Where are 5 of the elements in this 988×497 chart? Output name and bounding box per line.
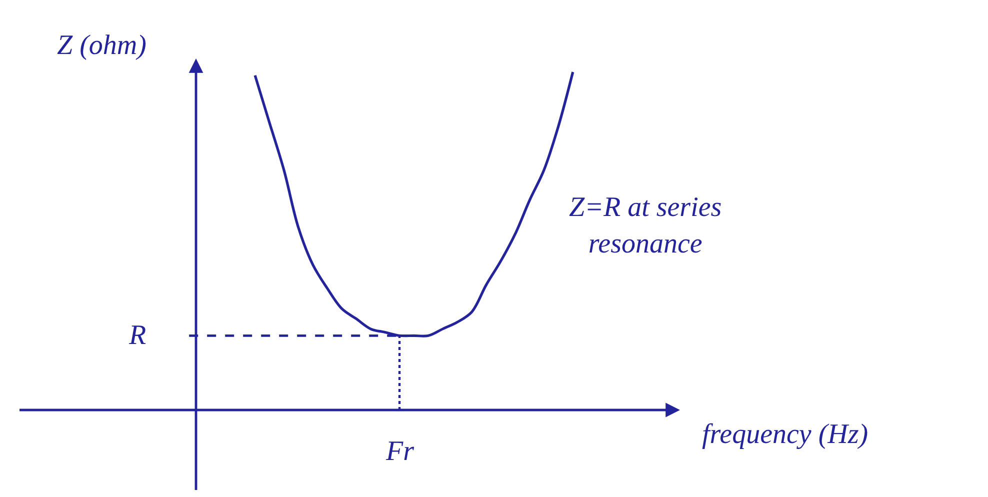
ref-line-label: R (128, 320, 146, 351)
annotation: Z=R at series resonance (569, 192, 722, 260)
annotation: Fr (385, 436, 414, 467)
x-axis-title: frequency (Hz) (702, 419, 868, 450)
y-axis-title: Z (ohm) (57, 30, 146, 61)
